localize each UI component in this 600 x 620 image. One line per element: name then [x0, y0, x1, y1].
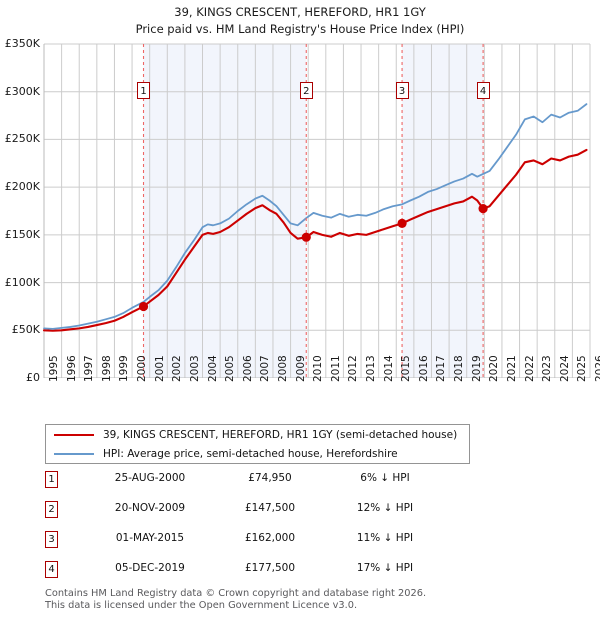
x-axis-tick-label: 2004 [206, 355, 219, 382]
y-axis-tick-label: £150K [4, 227, 40, 241]
sale-hpi-delta: 17% ↓ HPI [356, 562, 414, 574]
sale-date: 20-NOV-2009 [114, 502, 186, 514]
x-axis-tick-label: 2023 [541, 355, 554, 382]
x-axis-tick-label: 1996 [65, 355, 78, 382]
sale-date: 25-AUG-2000 [114, 472, 186, 484]
x-axis-tick-label: 2021 [505, 355, 518, 382]
chart-plot-area: 1 2 3 4 £0 £50K £100K £150K £200K £250K £300K £350K… [0, 37, 600, 384]
series-line-price-paid [42, 148, 588, 332]
sale-hpi-delta: 11% ↓ HPI [356, 532, 414, 544]
y-axis-tick-label: £50K [11, 323, 40, 337]
table-row: 1 25-AUG-2000 £74,950 6% ↓ HPI [45, 470, 515, 500]
x-axis-tick-label: 2024 [558, 355, 571, 382]
x-axis-tick-label: 2008 [276, 355, 289, 382]
x-axis-tick-label: 1997 [83, 355, 96, 382]
x-axis-tick-label: 2003 [188, 355, 201, 382]
chart-shaded-band [143, 44, 307, 378]
sale-point-marker [301, 232, 311, 242]
x-axis-tick-label: 2015 [400, 355, 413, 382]
title-line-1: 39, KINGS CRESCENT, HEREFORD, HR1 1GY [174, 5, 426, 19]
x-axis-tick-label: 2018 [453, 355, 466, 382]
x-axis-tick-label: 2001 [153, 355, 166, 382]
price-history-line-chart [42, 43, 591, 378]
x-axis-tick-label: 2002 [171, 355, 184, 382]
x-axis-tick-label: 2012 [347, 355, 360, 382]
sale-date: 05-DEC-2019 [115, 562, 185, 574]
x-axis-tick-label: 2009 [294, 355, 307, 382]
x-axis-tick-label: 2022 [523, 355, 536, 382]
sale-index-badge: 1 [45, 471, 58, 488]
x-axis-tick-label: 2013 [365, 355, 378, 382]
table-row: 4 05-DEC-2019 £177,500 17% ↓ HPI [45, 560, 515, 590]
chart-shaded-band [402, 44, 484, 378]
x-axis-tick-label: 1998 [100, 355, 113, 382]
legend-label-hpi: HPI: Average price, semi-detached house,… [103, 447, 398, 460]
event-marker-badge: 4 [476, 82, 490, 99]
event-marker-badge: 1 [137, 82, 150, 99]
footer-line-2: This data is licensed under the Open Gov… [45, 599, 358, 611]
y-axis-tick-label: £250K [4, 132, 40, 146]
sale-price: £162,000 [244, 532, 296, 544]
x-axis-tick-label: 2005 [224, 355, 237, 382]
y-axis-tick-label: £100K [4, 275, 40, 289]
y-axis-tick-label: £300K [4, 84, 40, 98]
sale-price: £147,500 [244, 502, 296, 514]
footer-attribution: Contains HM Land Registry data © Crown c… [45, 588, 585, 611]
x-axis-tick-label: 2025 [576, 355, 589, 382]
x-axis-tick-label: 2000 [136, 355, 149, 382]
x-axis-tick-label: 2017 [435, 355, 448, 382]
series-line-hpi [43, 103, 588, 330]
sale-index-badge: 4 [45, 561, 58, 578]
x-axis-tick-label: 2016 [417, 355, 430, 382]
event-marker-badge: 2 [299, 82, 313, 99]
x-axis-tick-label: 1995 [48, 355, 60, 382]
y-axis-tick-label: £0 [26, 371, 40, 384]
legend-item-hpi: HPI: Average price, semi-detached house,… [46, 444, 469, 463]
x-axis-tick-label: 1999 [118, 355, 131, 382]
sales-table: 1 25-AUG-2000 £74,950 6% ↓ HPI 2 20-NOV-… [45, 470, 515, 590]
x-axis-tick-label: 2010 [312, 355, 325, 382]
y-axis-tick-label: £350K [4, 37, 40, 50]
sale-price: £74,950 [248, 472, 292, 484]
x-axis-tick-label: 2007 [259, 355, 272, 382]
x-axis-tick-label: 2019 [470, 355, 483, 382]
x-axis-tick-label: 2026 [594, 355, 600, 382]
x-axis-tick-label: 2011 [329, 355, 342, 382]
x-axis-tick-label: 2006 [241, 355, 254, 382]
chart-legend: 39, KINGS CRESCENT, HEREFORD, HR1 1GY (s… [45, 424, 470, 464]
table-row: 2 20-NOV-2009 £147,500 12% ↓ HPI [45, 500, 515, 530]
sale-point-marker [138, 301, 149, 312]
table-row: 3 01-MAY-2015 £162,000 11% ↓ HPI [45, 530, 515, 560]
sale-point-marker [478, 204, 488, 214]
sale-hpi-delta: 12% ↓ HPI [356, 502, 414, 514]
sale-price: £177,500 [244, 562, 296, 574]
sale-point-marker [397, 218, 407, 229]
x-axis-tick-label: 2014 [382, 355, 395, 382]
y-axis-tick-label: £200K [4, 180, 40, 194]
legend-label-price-paid: 39, KINGS CRESCENT, HEREFORD, HR1 1GY (s… [103, 428, 458, 441]
footer-line-1: Contains HM Land Registry data © Crown c… [45, 588, 427, 599]
x-axis-tick-label: 2020 [488, 355, 501, 382]
sale-index-badge: 2 [45, 501, 58, 518]
legend-swatch-hpi [54, 452, 94, 455]
sale-date: 01-MAY-2015 [115, 532, 185, 544]
title-line-2: Price paid vs. HM Land Registry's House … [135, 22, 465, 36]
sale-hpi-delta: 6% ↓ HPI [360, 472, 410, 484]
page-title: 39, KINGS CRESCENT, HEREFORD, HR1 1GY Pr… [0, 4, 600, 38]
legend-swatch-price-paid [54, 433, 94, 436]
event-marker-badge: 3 [395, 82, 409, 99]
legend-item-price-paid: 39, KINGS CRESCENT, HEREFORD, HR1 1GY (s… [46, 425, 469, 444]
sale-index-badge: 3 [45, 531, 58, 548]
